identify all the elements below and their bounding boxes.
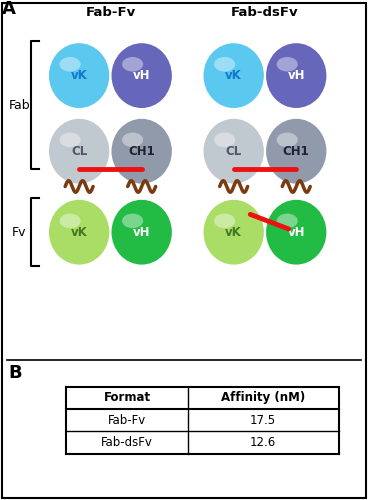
Text: vH: vH xyxy=(287,226,305,238)
Ellipse shape xyxy=(277,57,298,72)
Text: CL: CL xyxy=(71,144,87,158)
Ellipse shape xyxy=(49,119,109,184)
Text: 17.5: 17.5 xyxy=(250,414,276,426)
Text: vK: vK xyxy=(225,69,242,82)
Text: Fab-Fv: Fab-Fv xyxy=(85,6,135,19)
Ellipse shape xyxy=(49,200,109,264)
Ellipse shape xyxy=(266,119,326,184)
Ellipse shape xyxy=(214,132,235,147)
Ellipse shape xyxy=(122,57,143,72)
Ellipse shape xyxy=(277,132,298,147)
Text: Fab-Fv: Fab-Fv xyxy=(108,414,146,426)
Ellipse shape xyxy=(204,43,264,108)
Ellipse shape xyxy=(112,119,172,184)
Ellipse shape xyxy=(214,57,235,72)
Ellipse shape xyxy=(60,214,81,228)
Ellipse shape xyxy=(266,200,326,264)
Ellipse shape xyxy=(204,119,264,184)
Text: A: A xyxy=(2,0,16,18)
Ellipse shape xyxy=(277,214,298,228)
Text: Fab-dsFv: Fab-dsFv xyxy=(101,436,153,449)
Ellipse shape xyxy=(49,43,109,108)
Ellipse shape xyxy=(122,132,143,147)
Text: Format: Format xyxy=(103,392,151,404)
Text: vK: vK xyxy=(71,69,88,82)
Ellipse shape xyxy=(112,200,172,264)
Text: vH: vH xyxy=(133,69,151,82)
Ellipse shape xyxy=(214,214,235,228)
Ellipse shape xyxy=(122,214,143,228)
Ellipse shape xyxy=(60,132,81,147)
Text: Fv: Fv xyxy=(12,226,26,238)
Text: vK: vK xyxy=(71,226,88,238)
Text: CH1: CH1 xyxy=(283,144,309,158)
Text: Affinity (nM): Affinity (nM) xyxy=(221,392,305,404)
Ellipse shape xyxy=(60,57,81,72)
Ellipse shape xyxy=(112,43,172,108)
Text: vH: vH xyxy=(133,226,151,238)
Ellipse shape xyxy=(266,43,326,108)
Text: CL: CL xyxy=(226,144,242,158)
Text: vK: vK xyxy=(225,226,242,238)
Text: CH1: CH1 xyxy=(128,144,155,158)
Text: vH: vH xyxy=(287,69,305,82)
Ellipse shape xyxy=(204,200,264,264)
Text: 12.6: 12.6 xyxy=(250,436,276,449)
Text: Fab: Fab xyxy=(8,98,30,112)
Text: B: B xyxy=(8,364,22,382)
Text: Fab-dsFv: Fab-dsFv xyxy=(231,6,299,19)
